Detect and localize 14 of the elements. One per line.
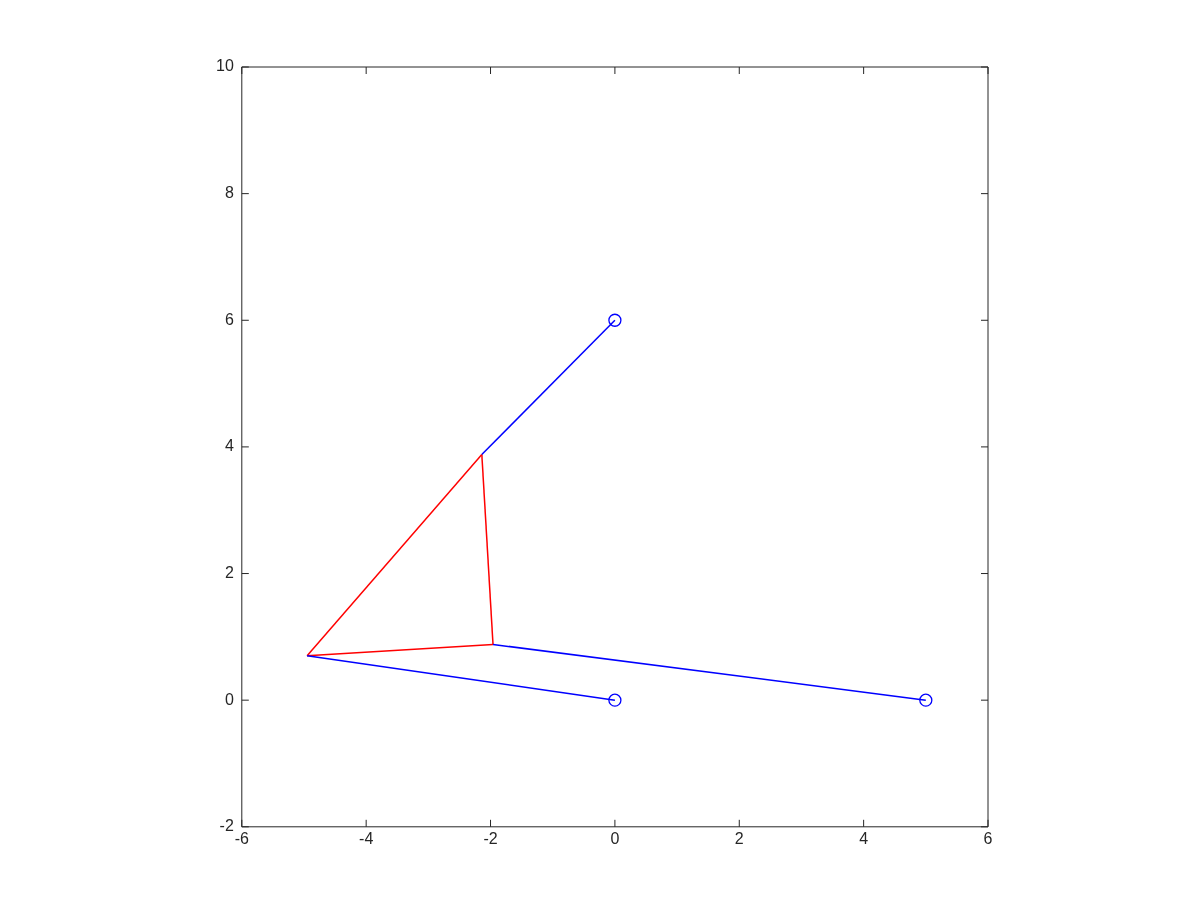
y-tick-label: 10 bbox=[216, 57, 234, 75]
y-tick-label: 4 bbox=[224, 437, 234, 455]
x-tick-label: -4 bbox=[359, 829, 374, 847]
y-tick-label: 2 bbox=[224, 563, 234, 581]
x-tick-label: 6 bbox=[983, 829, 993, 847]
x-tick-label: 4 bbox=[859, 829, 869, 847]
x-tick-label: 2 bbox=[734, 829, 744, 847]
y-tick-label: 0 bbox=[224, 690, 234, 708]
y-tick-label: 8 bbox=[224, 184, 234, 202]
y-tick-label: -2 bbox=[219, 817, 234, 835]
y-tick-label: 6 bbox=[224, 310, 234, 328]
x-tick-label: 0 bbox=[610, 829, 620, 847]
x-tick-label: -2 bbox=[483, 829, 498, 847]
x-tick-label: -6 bbox=[234, 829, 250, 847]
